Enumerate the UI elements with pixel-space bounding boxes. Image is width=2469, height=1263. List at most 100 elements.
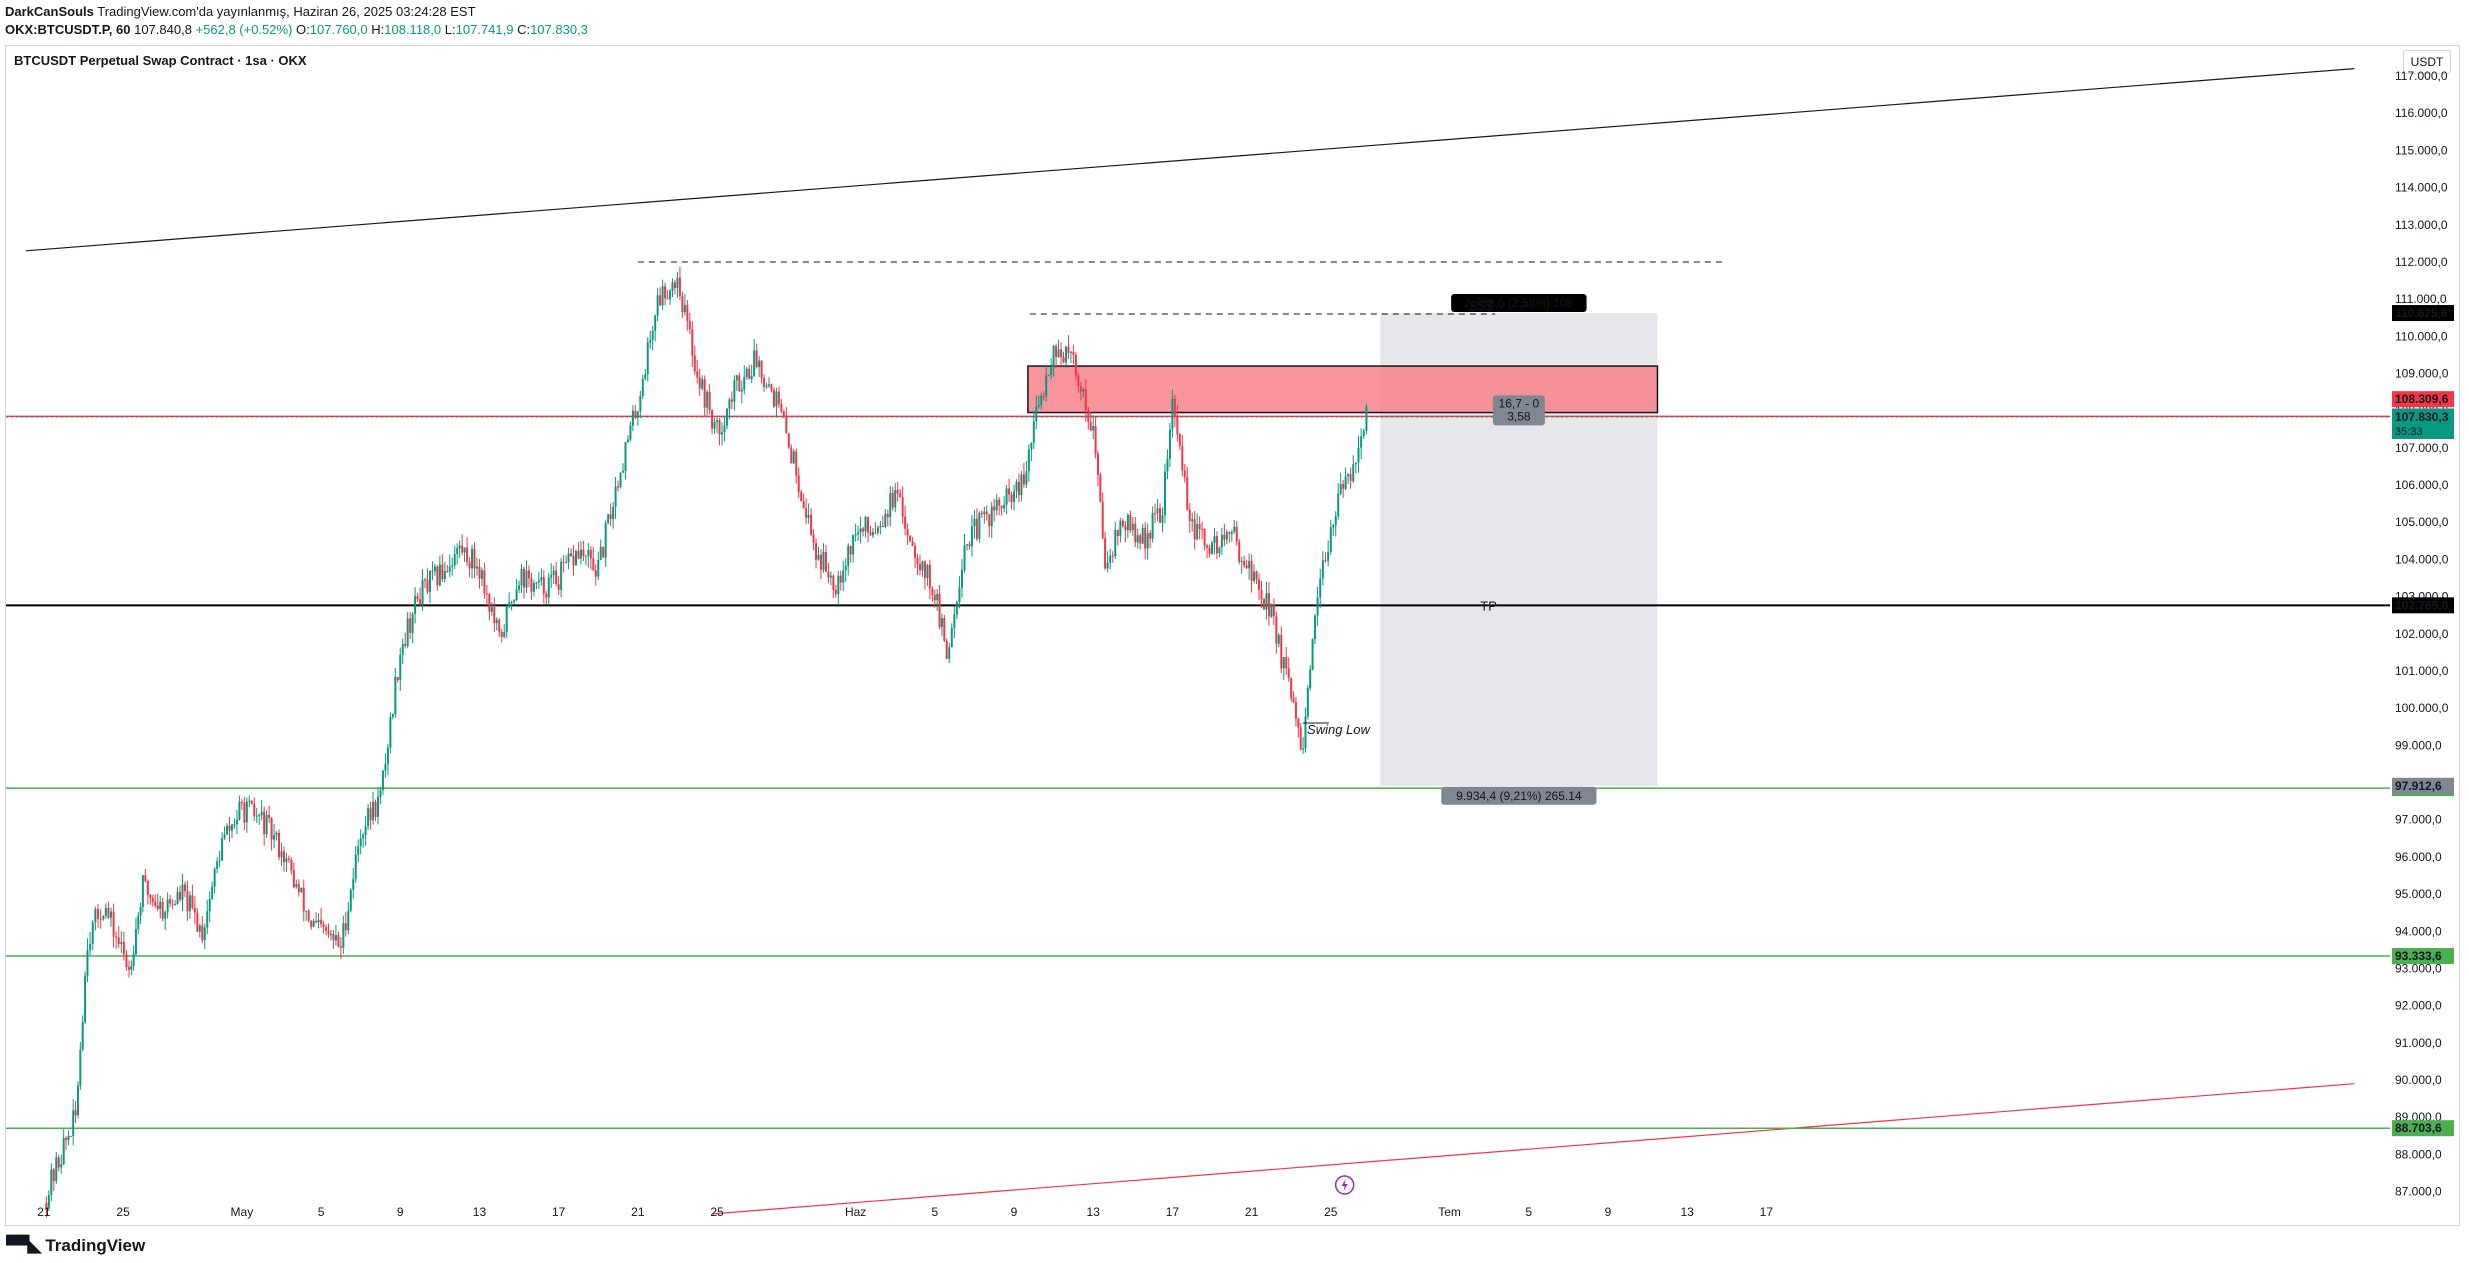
candle-body bbox=[240, 801, 243, 803]
candle bbox=[399, 647, 402, 691]
candle-body bbox=[592, 558, 595, 571]
candle-body bbox=[1211, 543, 1213, 554]
candle-body bbox=[1008, 488, 1011, 495]
candle bbox=[1168, 422, 1171, 467]
candle-body bbox=[659, 295, 662, 306]
candle bbox=[1163, 463, 1166, 524]
candle-body bbox=[263, 811, 266, 835]
candle bbox=[89, 931, 92, 956]
candle bbox=[379, 787, 382, 805]
candle bbox=[453, 545, 456, 569]
candle-body bbox=[258, 815, 261, 817]
candle bbox=[666, 290, 669, 300]
candle-body bbox=[69, 1135, 72, 1137]
candle-body bbox=[614, 486, 617, 507]
candle-body bbox=[923, 561, 926, 579]
chart-frame[interactable] bbox=[5, 45, 2460, 1226]
candle bbox=[901, 486, 904, 525]
candle-body bbox=[562, 561, 565, 563]
candle-body bbox=[574, 551, 577, 566]
candle bbox=[1176, 404, 1179, 442]
candle-body bbox=[1260, 590, 1263, 600]
candle bbox=[607, 513, 610, 525]
candle-body bbox=[130, 966, 133, 970]
candle bbox=[829, 571, 832, 586]
price-label-2-bg bbox=[2392, 408, 2454, 439]
candle-body bbox=[1022, 474, 1025, 485]
y-tick-label: 95.000,0 bbox=[2395, 887, 2442, 901]
candle-body bbox=[141, 875, 144, 907]
candle bbox=[1316, 586, 1319, 626]
candle-body bbox=[453, 554, 456, 566]
author-name[interactable]: DarkCanSouls bbox=[5, 4, 94, 19]
candle bbox=[1114, 521, 1117, 560]
candle bbox=[292, 862, 295, 889]
candle bbox=[107, 901, 110, 919]
candle-body bbox=[1248, 561, 1251, 569]
candle-body bbox=[191, 895, 194, 909]
candle bbox=[475, 557, 478, 576]
candle-body bbox=[414, 596, 417, 614]
candle-body bbox=[1228, 532, 1231, 534]
candle-body bbox=[1077, 375, 1080, 387]
candle-body bbox=[980, 512, 983, 515]
candle bbox=[1191, 512, 1194, 532]
candle bbox=[644, 368, 647, 381]
candle-body bbox=[471, 548, 474, 569]
candle bbox=[1248, 553, 1251, 580]
candle-body bbox=[125, 954, 128, 968]
candle bbox=[483, 562, 486, 599]
candle bbox=[723, 416, 726, 442]
candle bbox=[1270, 603, 1273, 618]
candle-body bbox=[1096, 453, 1099, 475]
candle bbox=[1161, 507, 1164, 533]
candle bbox=[310, 920, 313, 930]
y-tick-label: 92.000,0 bbox=[2395, 999, 2442, 1013]
candle bbox=[560, 557, 563, 598]
candle-body bbox=[203, 927, 206, 941]
close-value: 107.830,3 bbox=[530, 22, 588, 37]
candle bbox=[639, 390, 642, 419]
candle-body bbox=[909, 535, 912, 542]
candle bbox=[485, 584, 488, 606]
candle-body bbox=[777, 391, 780, 404]
candle bbox=[785, 407, 788, 434]
candle bbox=[1223, 523, 1226, 547]
candle-body bbox=[713, 421, 716, 429]
candle-body bbox=[1311, 639, 1314, 670]
candle-body bbox=[945, 640, 948, 659]
y-tick-label: 106.000,0 bbox=[2395, 478, 2449, 492]
candle bbox=[535, 581, 538, 590]
candle-body bbox=[797, 475, 800, 493]
x-tick-label: 13 bbox=[1087, 1205, 1101, 1219]
candle bbox=[498, 618, 501, 637]
candle bbox=[1365, 403, 1368, 434]
tradingview-logo[interactable]: ▀▀◣ TradingView bbox=[6, 1235, 145, 1256]
candle bbox=[1131, 516, 1134, 536]
currency-button[interactable]: USDT bbox=[2403, 50, 2451, 74]
candle bbox=[874, 522, 877, 535]
candle bbox=[857, 525, 860, 541]
candle bbox=[315, 911, 318, 924]
y-tick-label: 87.000,0 bbox=[2395, 1185, 2442, 1199]
candle-body bbox=[802, 501, 805, 509]
candle-body bbox=[359, 838, 362, 847]
candle bbox=[713, 417, 716, 435]
candle-body bbox=[1134, 523, 1137, 543]
candle-body bbox=[394, 677, 397, 715]
candle-body bbox=[275, 832, 278, 835]
x-tick-label: 13 bbox=[1680, 1205, 1694, 1219]
candle-body bbox=[567, 553, 570, 562]
candle-body bbox=[1304, 716, 1307, 749]
candle bbox=[50, 1163, 53, 1202]
candle-body bbox=[1290, 678, 1293, 699]
candle-body bbox=[1223, 534, 1226, 540]
candle-body bbox=[854, 534, 857, 536]
candle-body bbox=[1250, 561, 1253, 581]
candle bbox=[144, 868, 147, 883]
candle-body bbox=[609, 514, 612, 519]
candle-body bbox=[176, 891, 179, 905]
candle bbox=[468, 557, 471, 578]
candle-body bbox=[475, 566, 478, 569]
